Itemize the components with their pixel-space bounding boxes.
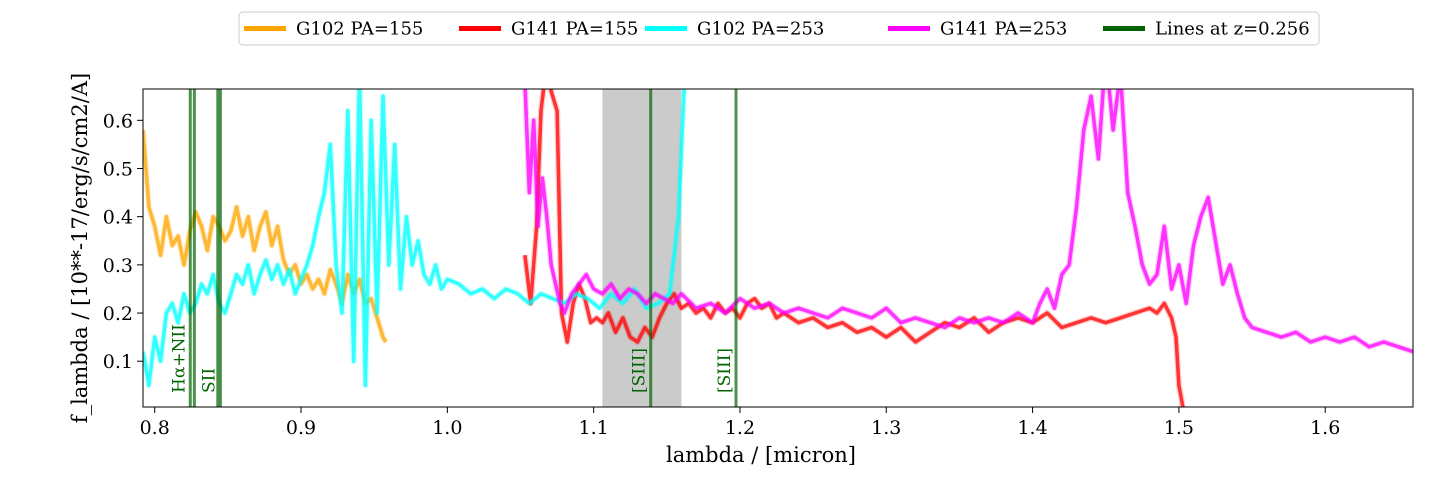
x-tick-label-0: 0.8 xyxy=(140,417,170,439)
legend-label-g102-pa-155: G102 PA=155 xyxy=(296,19,423,40)
y-axis-label: f_lambda / [10**-17/erg/s/cm2/A] xyxy=(68,73,92,423)
x-tick-label-2: 1.0 xyxy=(432,417,462,439)
y-tick-label-5: 0.6 xyxy=(103,110,133,132)
y-tick-label-2: 0.3 xyxy=(103,255,133,277)
y-tick-label-1: 0.2 xyxy=(103,303,133,325)
x-tick-label-5: 1.3 xyxy=(871,417,901,439)
axes-frame xyxy=(142,88,1414,408)
legend-label-g141-pa-253: G141 PA=253 xyxy=(940,19,1067,40)
legend-label-g102-pa-253: G102 PA=253 xyxy=(697,19,824,40)
axes: 0.8 0.9 1.0 1.1 1.2 1.3 1.4 1.5 1.6 0.1 0.2 0.3 0.4 0… xyxy=(68,73,1414,467)
x-tick-label-4: 1.2 xyxy=(725,417,755,439)
reference-line-label-5: [SIII] xyxy=(715,348,735,393)
legend-label-lines-at-z-0-256: Lines at z=0.256 xyxy=(1155,19,1310,40)
y-tick-label-3: 0.4 xyxy=(103,207,133,229)
y-tick-label-0: 0.1 xyxy=(103,351,133,373)
x-tick-label-7: 1.5 xyxy=(1164,417,1194,439)
series-line-g141-pa-155 xyxy=(523,89,1185,407)
x-tick-label-6: 1.4 xyxy=(1017,417,1047,439)
x-tick-label-1: 0.9 xyxy=(286,417,316,439)
reference-line-label-0: Hα+NII xyxy=(169,324,189,393)
series-line-g102-pa-253 xyxy=(143,89,686,388)
shaded-band xyxy=(602,89,682,407)
legend: G102 PA=155 G141 PA=155 G102 PA=253 G141 PA… xyxy=(238,11,1320,46)
reference-line-label-4: [SIII] xyxy=(630,348,650,393)
reference-line-label-3: SII xyxy=(199,368,219,393)
plot-area: Hα+NII SII [SIII] [SIII] xyxy=(143,89,1413,407)
y-tick-label-4: 0.5 xyxy=(103,159,133,181)
legend-label-g141-pa-155: G141 PA=155 xyxy=(511,19,638,40)
x-axis-label: lambda / [micron] xyxy=(666,443,856,467)
x-tick-label-8: 1.6 xyxy=(1310,417,1340,439)
x-tick-label-3: 1.1 xyxy=(579,417,609,439)
series-line-g102-pa-155 xyxy=(143,129,388,343)
legend-box xyxy=(238,11,1320,46)
series-line-g141-pa-253 xyxy=(523,89,1413,354)
